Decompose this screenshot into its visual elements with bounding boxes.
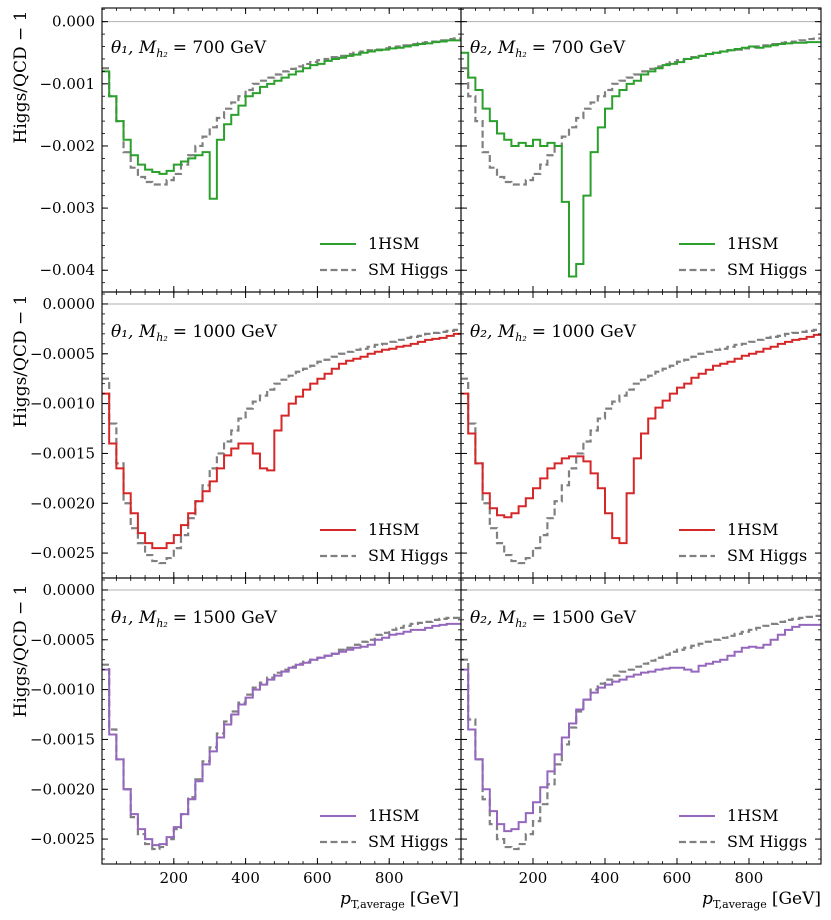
- xlabel-right: pT,average [GeV]: [702, 889, 821, 911]
- ylabel-row-3: Higgs/QCD − 1: [11, 585, 31, 718]
- title-mass: M: [138, 38, 157, 58]
- y-tick-label: −0.0025: [30, 830, 95, 848]
- panel-0: 0.000 −0.001 −0.002 −0.003 −0.004 θ₁, Mh₂ = 70…: [39, 7, 462, 293]
- x-tick-label: 200: [159, 869, 188, 887]
- y-tick-label: −0.0005: [30, 345, 95, 363]
- x-tick-label: 600: [303, 869, 332, 887]
- x-tick-label: 400: [231, 869, 260, 887]
- y-tick-label: −0.001: [39, 75, 95, 93]
- title-theta: θ₁,: [111, 608, 139, 628]
- title-mass-sub: h₂: [515, 617, 527, 630]
- panel-title: θ₂, Mh₂ = 700 GeV: [470, 38, 626, 60]
- legend-label: 1HSM: [368, 520, 419, 539]
- panel-1: θ₂, Mh₂ = 700 GeV 1HSM SM Higgs: [460, 7, 822, 293]
- title-value: = 700 GeV: [173, 38, 267, 58]
- title-theta: θ₂,: [470, 608, 498, 628]
- legend-label: 1HSM: [727, 806, 778, 825]
- xlabel-left: pT,average [GeV]: [340, 889, 459, 911]
- series-1hsm: [461, 623, 821, 833]
- panel-5: 200 400 600 800 θ₂, Mh₂ = 1500 GeV 1HSM SM Higg…: [460, 577, 822, 887]
- title-mass-sub: h₂: [515, 331, 527, 344]
- legend-label: 1HSM: [727, 234, 778, 253]
- series-1hsm: [102, 332, 461, 550]
- x-tick-label: 800: [375, 869, 404, 887]
- title-theta: θ₂,: [470, 38, 498, 58]
- title-value: = 1000 GeV: [532, 322, 637, 342]
- y-tick-label: −0.0020: [30, 494, 95, 512]
- legend-label: SM Higgs: [368, 260, 448, 279]
- series-1hsm: [461, 333, 821, 545]
- title-theta: θ₂,: [470, 322, 498, 342]
- y-tick-label: −0.002: [39, 137, 95, 155]
- x-tick-label: 800: [735, 869, 764, 887]
- axes-frame: [460, 577, 822, 865]
- y-tick-label: −0.0015: [30, 730, 95, 748]
- y-tick-label: −0.004: [39, 261, 95, 279]
- legend-label: SM Higgs: [727, 260, 807, 279]
- title-mass: M: [138, 608, 157, 628]
- series-sm-higgs: [102, 328, 461, 565]
- xlabel-left-sub: T,average: [351, 898, 405, 911]
- x-tick-label: 600: [663, 869, 692, 887]
- series-1hsm: [102, 39, 461, 200]
- title-mass: M: [138, 322, 157, 342]
- panels-group: 0.000 −0.001 −0.002 −0.003 −0.004 θ₁, Mh₂ = 70…: [30, 7, 822, 887]
- title-mass: M: [497, 608, 516, 628]
- panel-4: 0.0000 −0.0005 −0.0010 −0.0015 −0.0020 −0.002…: [30, 577, 462, 887]
- y-tick-label: −0.003: [39, 199, 95, 217]
- legend-label: SM Higgs: [368, 832, 448, 851]
- y-tick-label: −0.0005: [30, 631, 95, 649]
- series-sm-higgs: [461, 328, 821, 565]
- title-mass-sub: h₂: [156, 617, 168, 630]
- y-tick-label: −0.0010: [30, 681, 95, 699]
- ylabel-row-2: Higgs/QCD − 1: [11, 295, 31, 428]
- y-tick-label: 0.0000: [43, 295, 96, 313]
- legend-label: SM Higgs: [727, 832, 807, 851]
- legend-label: 1HSM: [368, 806, 419, 825]
- panel-title: θ₁, Mh₂ = 1000 GeV: [111, 322, 278, 344]
- title-value: = 1500 GeV: [173, 608, 278, 628]
- xlabel-right-unit: [GeV]: [772, 889, 821, 909]
- series-sm-higgs: [461, 614, 821, 851]
- y-tick-label: −0.0025: [30, 544, 95, 562]
- y-tick-label: −0.0010: [30, 395, 95, 413]
- panel-2: 0.0000 −0.0005 −0.0010 −0.0015 −0.0020 −0.002…: [30, 291, 462, 579]
- panel-title: θ₁, Mh₂ = 700 GeV: [111, 38, 267, 60]
- legend-label: SM Higgs: [368, 546, 448, 565]
- panel-title: θ₁, Mh₂ = 1500 GeV: [111, 608, 278, 630]
- panel-3: θ₂, Mh₂ = 1000 GeV 1HSM SM Higgs: [460, 291, 822, 579]
- y-tick-label: −0.0020: [30, 780, 95, 798]
- title-theta: θ₁,: [111, 38, 139, 58]
- title-mass: M: [497, 38, 516, 58]
- series-sm-higgs: [461, 37, 821, 186]
- xlabel-right-main: p: [702, 889, 713, 909]
- xlabel-left-main: p: [340, 889, 351, 909]
- legend-label: 1HSM: [368, 234, 419, 253]
- y-tick-label: 0.000: [52, 13, 95, 31]
- title-mass-sub: h₂: [156, 47, 168, 60]
- panel-title: θ₂, Mh₂ = 1000 GeV: [470, 322, 637, 344]
- legend-label: 1HSM: [727, 520, 778, 539]
- xlabel-left-unit: [GeV]: [410, 889, 459, 909]
- title-theta: θ₁,: [111, 322, 139, 342]
- y-tick-label: −0.0015: [30, 444, 95, 462]
- title-mass-sub: h₂: [515, 47, 527, 60]
- y-tick-label: 0.0000: [43, 581, 96, 599]
- panel-title: θ₂, Mh₂ = 1500 GeV: [470, 608, 637, 630]
- title-mass: M: [497, 322, 516, 342]
- series-1hsm: [102, 622, 461, 847]
- series-1hsm: [461, 41, 821, 278]
- title-value: = 1500 GeV: [532, 608, 637, 628]
- title-value: = 1000 GeV: [173, 322, 278, 342]
- x-tick-label: 200: [519, 869, 548, 887]
- title-value: = 700 GeV: [532, 38, 626, 58]
- ylabel-row-1: Higgs/QCD − 1: [11, 11, 31, 144]
- x-tick-label: 400: [591, 869, 620, 887]
- xlabel-right-sub: T,average: [713, 898, 767, 911]
- series-sm-higgs: [102, 37, 461, 186]
- title-mass-sub: h₂: [156, 331, 168, 344]
- legend-label: SM Higgs: [727, 546, 807, 565]
